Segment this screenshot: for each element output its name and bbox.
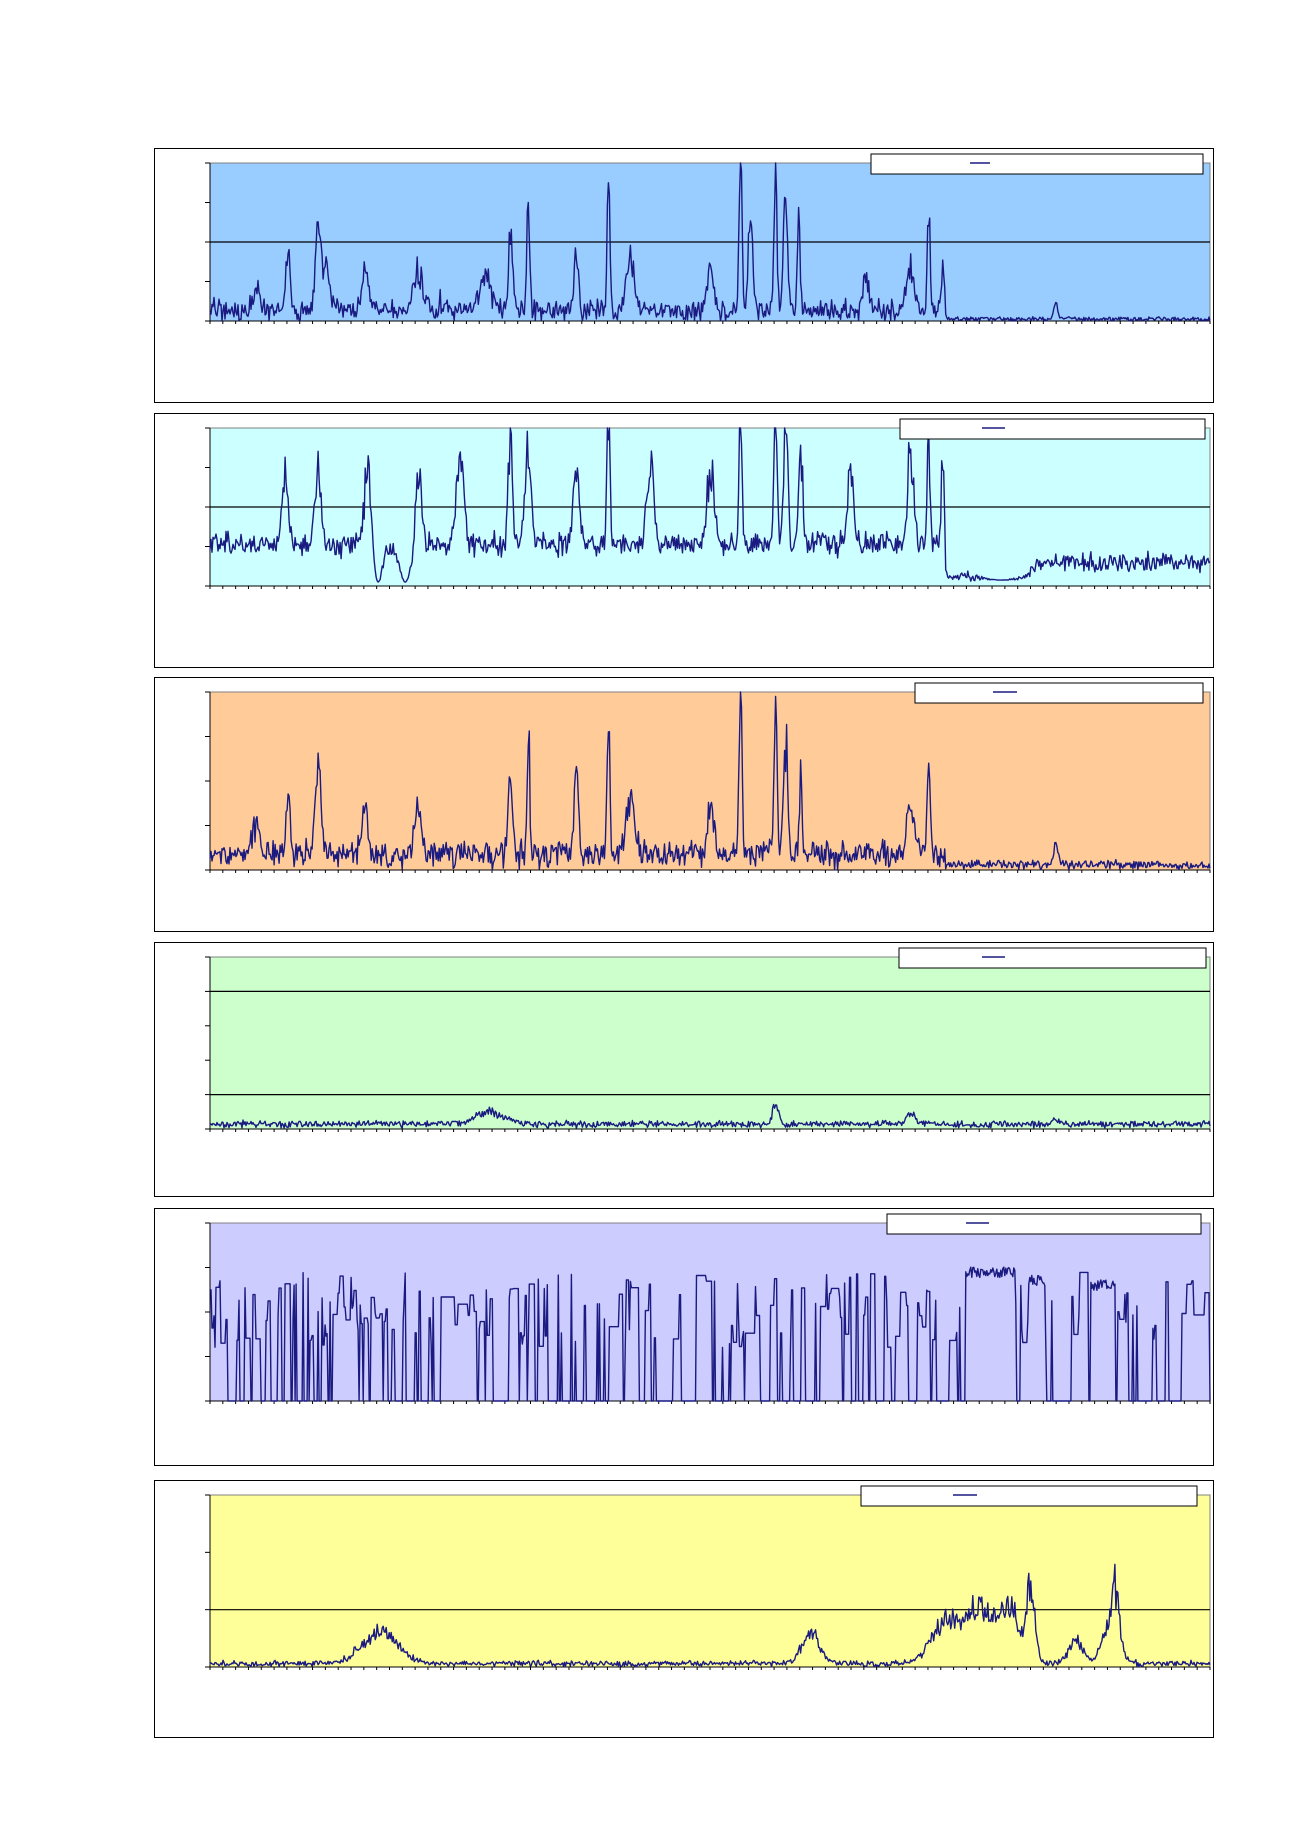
chart-panel-2 — [154, 413, 1214, 668]
legend — [870, 153, 1204, 175]
legend-box — [898, 947, 1207, 969]
series-line — [209, 427, 1211, 583]
chart-svg — [205, 1485, 1211, 1670]
legend — [899, 418, 1206, 440]
legend — [914, 682, 1204, 704]
chart-panel-4 — [154, 942, 1214, 1197]
chart-panel-6 — [154, 1480, 1214, 1738]
chart-svg — [205, 947, 1211, 1132]
legend — [860, 1485, 1198, 1507]
series-line — [209, 691, 1211, 871]
series-line — [209, 1103, 1211, 1129]
chart-panel-3 — [154, 677, 1214, 932]
chart-svg — [205, 153, 1211, 324]
chart-svg — [205, 682, 1211, 873]
plot-area — [209, 956, 1211, 1130]
plot-area — [209, 1222, 1211, 1402]
chart-panel-1 — [154, 148, 1214, 403]
series-line — [209, 162, 1211, 322]
legend-box — [860, 1485, 1198, 1507]
legend — [886, 1213, 1202, 1235]
chart-panel-5 — [154, 1208, 1214, 1466]
plot-area — [209, 691, 1211, 871]
legend-box — [899, 418, 1206, 440]
legend-box — [886, 1213, 1202, 1235]
legend-box — [870, 153, 1204, 175]
legend-box — [914, 682, 1204, 704]
chart-svg — [205, 1213, 1211, 1404]
series-line — [210, 1266, 1211, 1402]
series-line — [209, 1563, 1211, 1668]
plot-area — [209, 1494, 1211, 1668]
legend — [898, 947, 1207, 969]
chart-svg — [205, 418, 1211, 589]
